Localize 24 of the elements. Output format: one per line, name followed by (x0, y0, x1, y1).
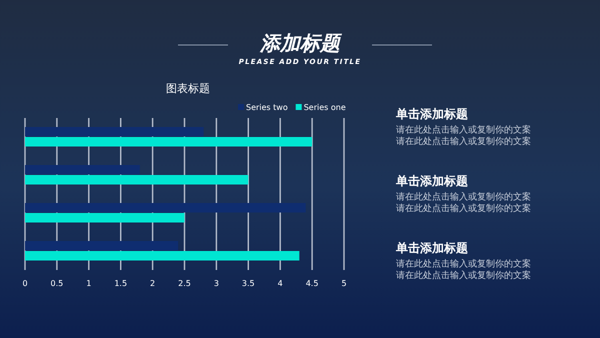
text: 单击添加标题 (395, 107, 468, 121)
text: 请在此处点击输入或复制你的文案 (396, 258, 531, 270)
x-tick-label: 5 (341, 279, 347, 288)
text: 请在此处点击输入或复制你的文案 (396, 203, 531, 214)
x-tick-label: 2.5 (178, 279, 191, 288)
x-tick-label: 1.5 (114, 279, 128, 288)
x-tick-label: 1 (86, 279, 92, 288)
x-tick-label: 3 (214, 279, 219, 288)
x-tick-label: 2 (150, 279, 156, 288)
text: 请在此处点击输入或复制你的文案 (396, 270, 531, 281)
text: 单击添加标题 (395, 241, 468, 255)
text: 请在此处点击输入或复制你的文案 (396, 124, 531, 136)
x-tick-label: 4 (278, 279, 283, 288)
x-tick-label: 0.5 (50, 279, 64, 288)
x-tick-label: 3.5 (242, 279, 255, 288)
chart-title: 图表标题 (166, 82, 210, 95)
text: 请在此处点击输入或复制你的文案 (396, 192, 531, 202)
x-tick-label: 4.5 (306, 279, 318, 288)
text: 单击添加标题 (395, 174, 468, 188)
legend-label: Series one (304, 103, 346, 112)
text: 添加标题 (259, 31, 343, 55)
x-tick-label: 0 (22, 279, 28, 288)
text: 请在此处点击输入或复制你的文案 (396, 136, 531, 147)
legend-label: Series two (246, 103, 288, 112)
